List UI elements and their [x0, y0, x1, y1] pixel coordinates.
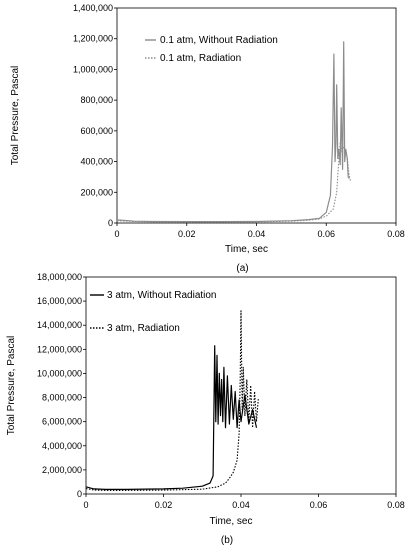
chart-a: 0 200,000 400,000 600,000 800,000 1,000,000 1,… — [10, 3, 405, 274]
y-tick-label: 18,000,000 — [37, 272, 82, 282]
y-tick-label: 16,000,000 — [37, 296, 82, 306]
y-tick-label: 8,000,000 — [42, 393, 82, 403]
y-tick-label: 1,400,000 — [73, 3, 113, 13]
y-tick-label: 14,000,000 — [37, 320, 82, 330]
legend-label-2: 0.1 atm, Radiation — [160, 53, 241, 64]
y-tick-label: 0 — [77, 489, 82, 499]
legend-label-2: 3 atm, Radiation — [107, 323, 180, 334]
x-axis-label: Time, sec — [225, 244, 268, 255]
y-tick-label: 800,000 — [80, 95, 113, 105]
x-tick-label: 0.06 — [317, 229, 335, 239]
x-tick-label: 0 — [114, 229, 119, 239]
y-tick-label: 0 — [108, 218, 113, 228]
chart-b: 0 2,000,000 4,000,000 6,000,000 8,000,000 10,… — [6, 272, 405, 546]
y-tick-label: 1,000,000 — [73, 64, 113, 74]
x-tick-label: 0.08 — [387, 500, 405, 510]
figure-caption: (b) — [221, 535, 233, 546]
x-tick-label: 0.08 — [387, 229, 405, 239]
series-line-2 — [85, 310, 259, 491]
y-tick-label: 10,000,000 — [37, 368, 82, 378]
y-axis-label: Total Pressure, Pascal — [10, 66, 21, 166]
y-tick-label: 4,000,000 — [42, 441, 82, 451]
plot-frame — [85, 276, 397, 495]
legend-label-1: 3 atm, Without Radiation — [107, 290, 217, 301]
y-axis-label: Total Pressure, Pascal — [6, 336, 17, 436]
y-tick-label: 2,000,000 — [42, 465, 82, 475]
x-tick-label: 0 — [83, 500, 88, 510]
x-tick-label: 0.04 — [248, 229, 266, 239]
y-tick-label: 6,000,000 — [42, 417, 82, 427]
x-tick-label: 0.02 — [155, 500, 173, 510]
y-tick-label: 400,000 — [80, 157, 113, 167]
x-tick-label: 0.04 — [232, 500, 250, 510]
y-tick-label: 600,000 — [80, 126, 113, 136]
figure-caption: (a) — [236, 263, 248, 274]
legend-label-1: 0.1 atm, Without Radiation — [160, 35, 278, 46]
series-line-2 — [116, 142, 352, 223]
series-line-1 — [116, 41, 350, 223]
x-axis-label: Time, sec — [210, 516, 253, 527]
series-line-1 — [85, 345, 258, 490]
y-tick-label: 12,000,000 — [37, 344, 82, 354]
x-tick-label: 0.02 — [178, 229, 196, 239]
y-tick-label: 1,200,000 — [73, 34, 113, 44]
x-tick-label: 0.06 — [310, 500, 328, 510]
y-tick-label: 200,000 — [80, 187, 113, 197]
